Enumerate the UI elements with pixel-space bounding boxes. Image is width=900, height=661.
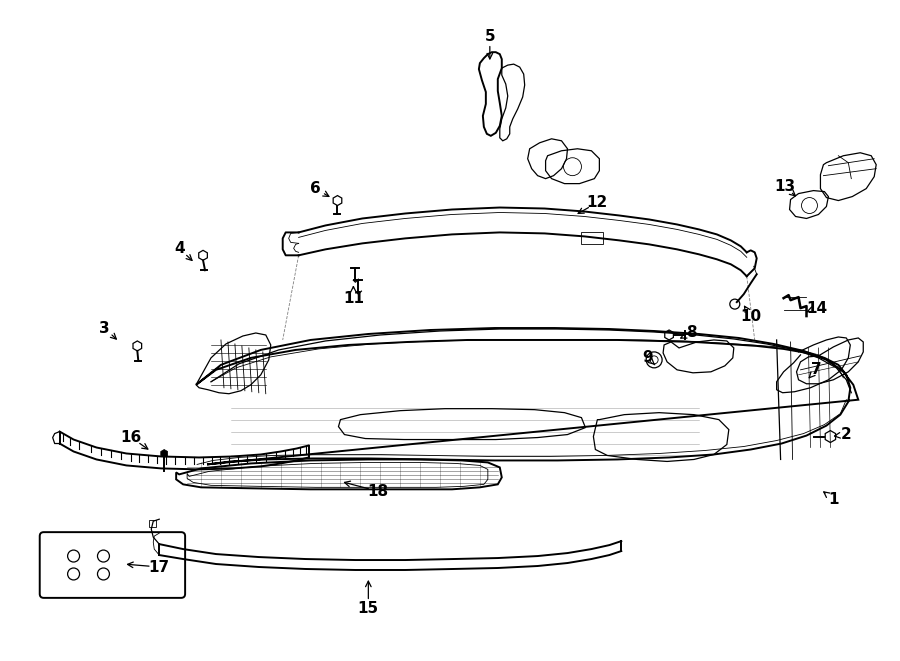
Text: 9: 9 — [642, 350, 652, 366]
Text: 15: 15 — [358, 602, 379, 616]
Text: 1: 1 — [828, 492, 839, 507]
Polygon shape — [161, 449, 167, 457]
Text: 11: 11 — [343, 291, 364, 305]
Text: 16: 16 — [121, 430, 142, 445]
Text: 12: 12 — [587, 195, 608, 210]
Text: 5: 5 — [484, 28, 495, 44]
Text: 8: 8 — [686, 325, 697, 340]
Text: 10: 10 — [740, 309, 761, 324]
Text: 17: 17 — [148, 559, 170, 574]
Text: 2: 2 — [841, 427, 851, 442]
Text: 4: 4 — [174, 241, 184, 256]
Text: 18: 18 — [368, 484, 389, 499]
Text: 13: 13 — [774, 179, 796, 194]
Text: 6: 6 — [310, 181, 321, 196]
Text: 14: 14 — [806, 301, 827, 315]
Text: 3: 3 — [99, 321, 110, 336]
Bar — [149, 520, 157, 527]
Text: 7: 7 — [811, 362, 822, 377]
Bar — [581, 233, 603, 245]
